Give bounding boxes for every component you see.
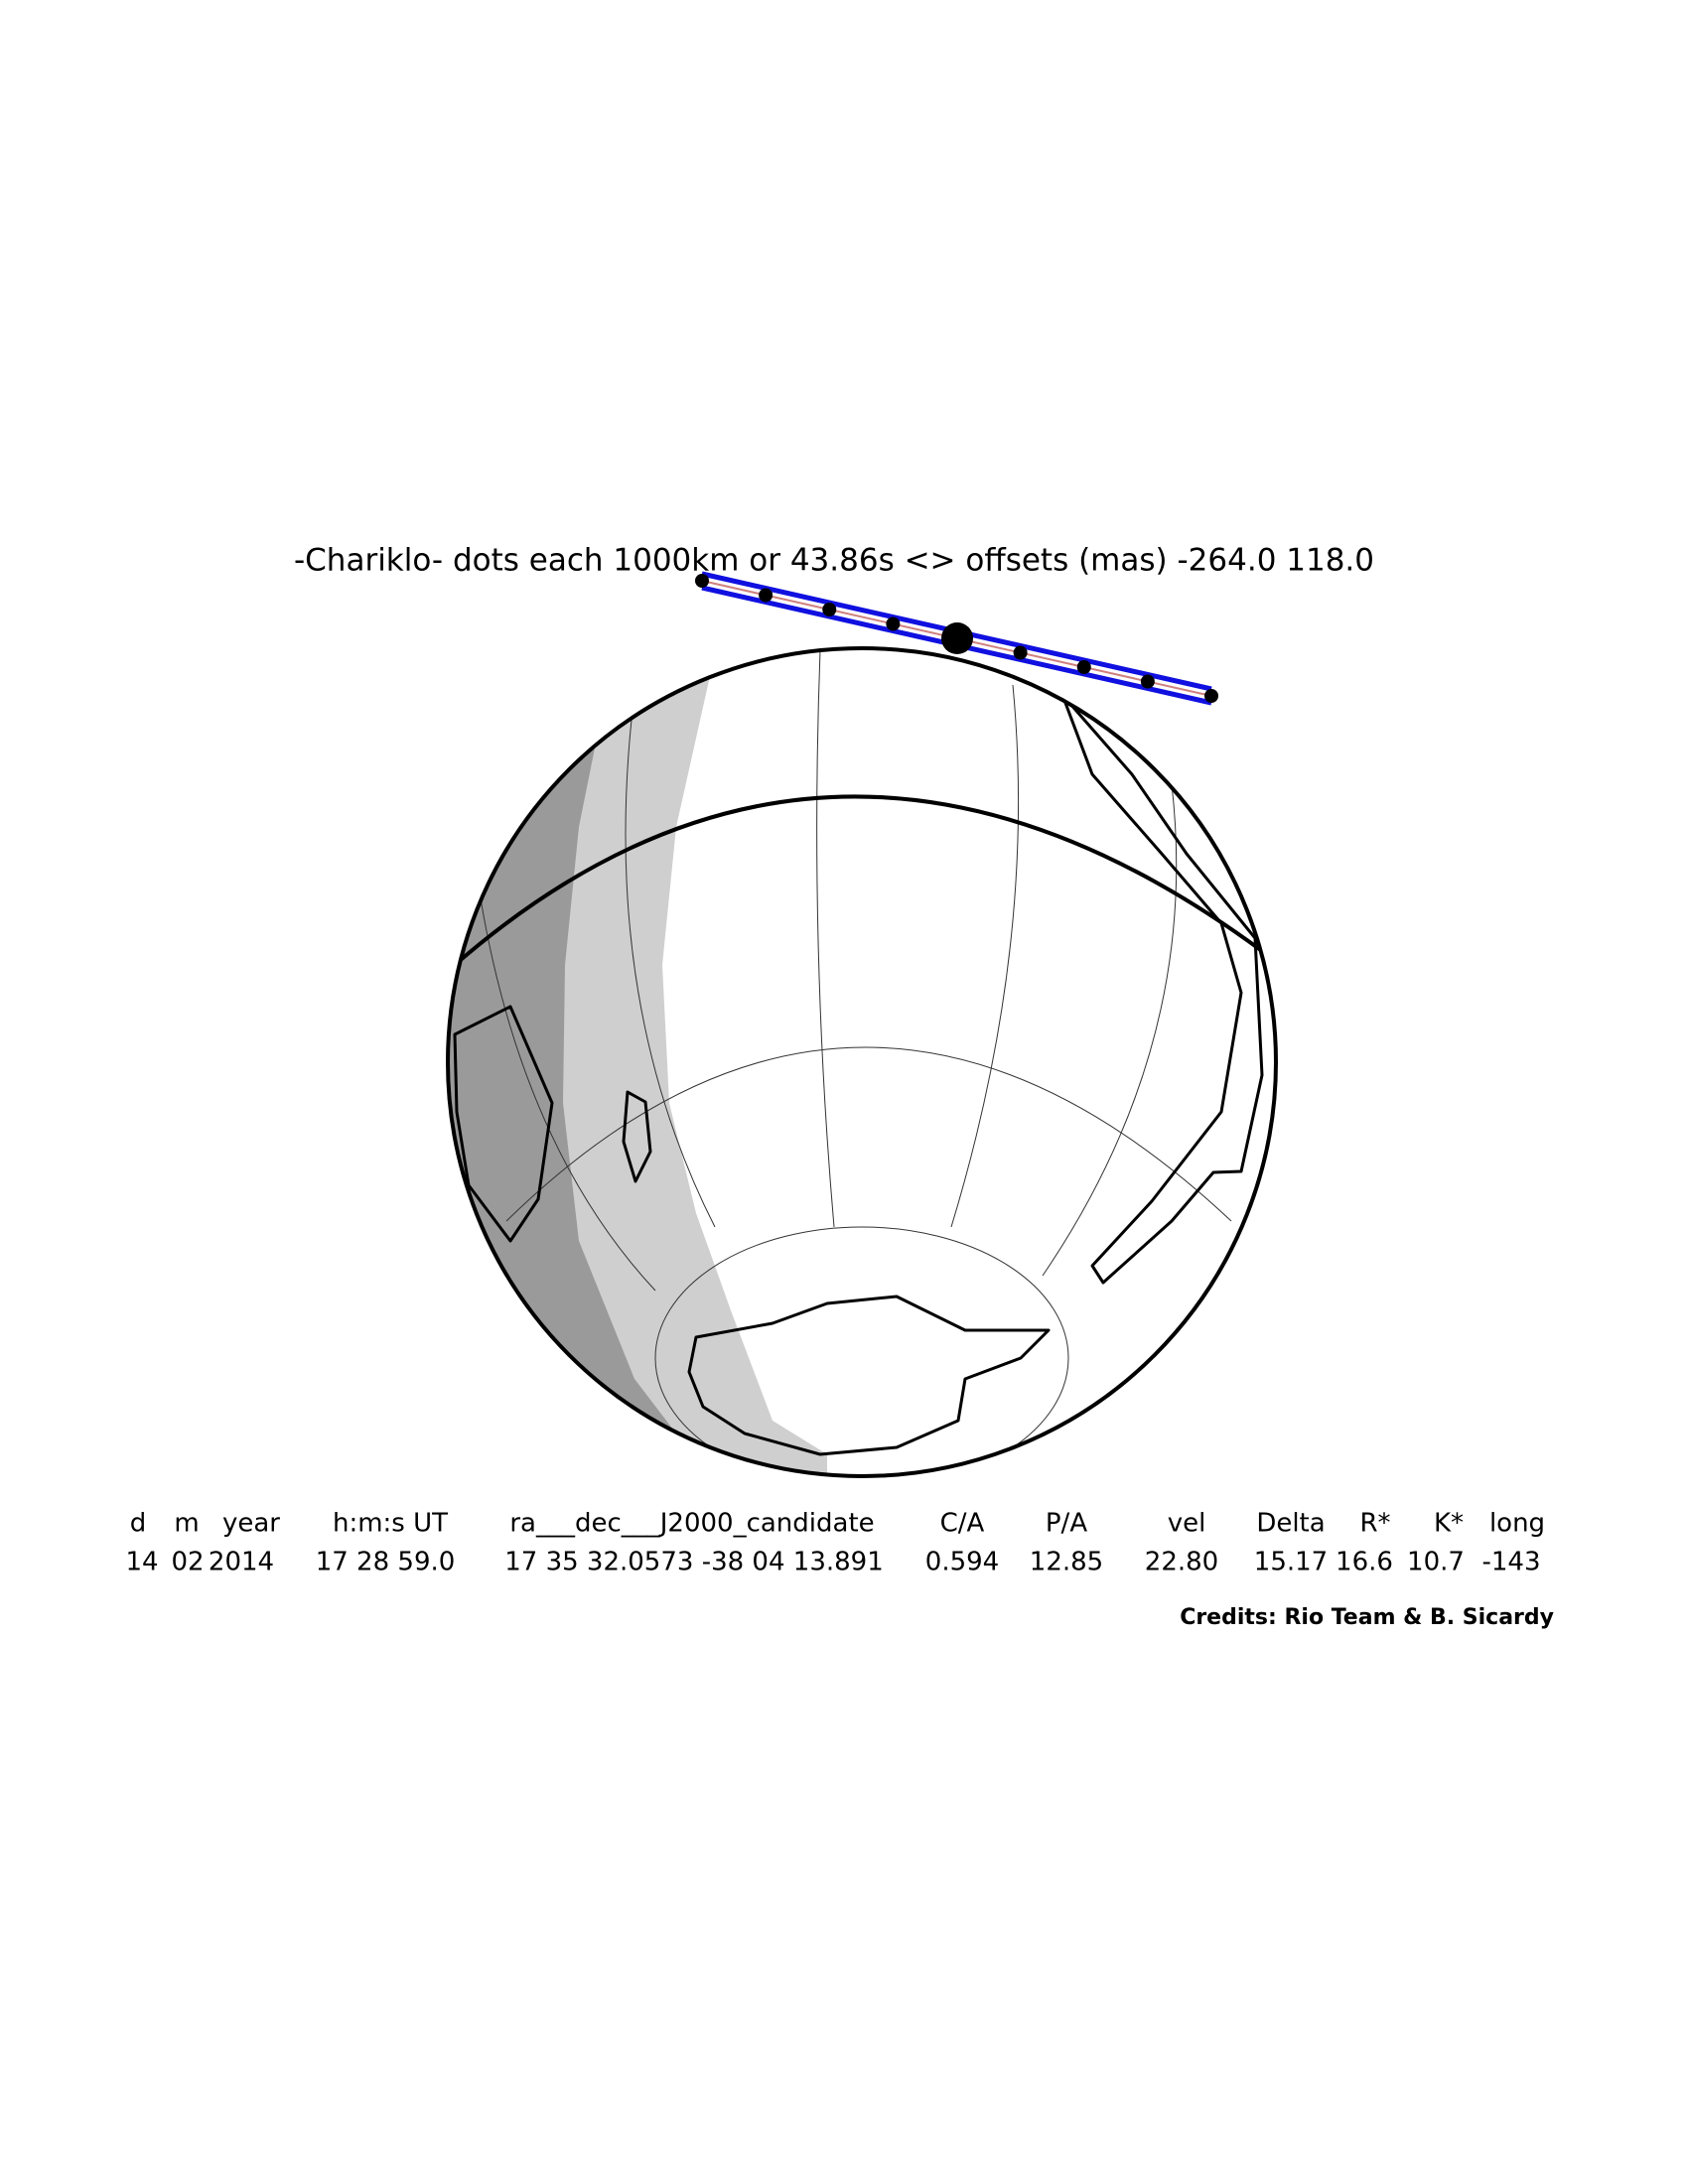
column-value: 15.17 bbox=[1254, 1548, 1328, 1577]
column-header: vel bbox=[1168, 1509, 1206, 1539]
new-zealand bbox=[622, 1090, 652, 1183]
parameter-table: d m year h:m:s UT ra___dec___J2000_candidate… bbox=[125, 1509, 1545, 1577]
column-value: 14 bbox=[125, 1548, 158, 1577]
path-dot bbox=[886, 616, 901, 631]
credits: Credits: Rio Team & B. Sicardy bbox=[1180, 1605, 1554, 1630]
column-value: 10.7 bbox=[1407, 1548, 1465, 1577]
column-header: R* bbox=[1359, 1509, 1390, 1539]
globe-outline bbox=[446, 646, 1278, 1478]
australia bbox=[453, 1005, 554, 1243]
meridian bbox=[1042, 783, 1178, 1277]
shadow-path bbox=[695, 571, 1218, 706]
path-dot bbox=[1204, 689, 1218, 703]
column-value: 22.80 bbox=[1145, 1548, 1218, 1577]
path-dot bbox=[1140, 674, 1155, 689]
column-header: C/A bbox=[940, 1509, 985, 1539]
column-value: 12.85 bbox=[1030, 1548, 1103, 1577]
column-header: h:m:s UT bbox=[333, 1509, 448, 1539]
column-header: Delta bbox=[1256, 1509, 1325, 1539]
path-dot bbox=[822, 603, 837, 616]
column-header: d bbox=[130, 1509, 147, 1539]
column-value: 16.6 bbox=[1336, 1548, 1393, 1577]
column-header: long bbox=[1489, 1509, 1545, 1539]
latitude-line bbox=[505, 1046, 1232, 1222]
column-value: 0.594 bbox=[925, 1548, 999, 1577]
column-header: year bbox=[222, 1509, 280, 1539]
antarctica bbox=[687, 1295, 1051, 1456]
title: -Chariklo- dots each 1000km or 43.86s <>… bbox=[294, 543, 1374, 579]
closest-approach bbox=[941, 622, 973, 654]
column-header: P/A bbox=[1046, 1509, 1087, 1539]
meridian bbox=[816, 649, 835, 1228]
column-header: K* bbox=[1434, 1509, 1464, 1539]
column-value: 17 28 59.0 bbox=[316, 1548, 456, 1577]
equator bbox=[453, 794, 1264, 967]
latitude-circle bbox=[654, 1226, 1069, 1476]
column-header: ra___dec___J2000_candidate bbox=[509, 1509, 874, 1539]
path-dot bbox=[1076, 660, 1091, 674]
column-value: 17 35 32.0573 -38 04 13.891 bbox=[504, 1548, 884, 1577]
path-dot bbox=[695, 574, 709, 588]
globe bbox=[446, 646, 1278, 1478]
meridian bbox=[625, 684, 716, 1228]
column-header: m bbox=[174, 1509, 199, 1539]
meridian bbox=[950, 684, 1020, 1228]
south-america bbox=[1060, 693, 1264, 1285]
meridian bbox=[476, 873, 656, 1292]
column-value: 02 bbox=[171, 1548, 204, 1577]
column-value: -143 bbox=[1481, 1548, 1540, 1577]
column-value: 2014 bbox=[209, 1548, 274, 1577]
path-dot bbox=[759, 588, 774, 603]
path-dot bbox=[1013, 645, 1028, 660]
